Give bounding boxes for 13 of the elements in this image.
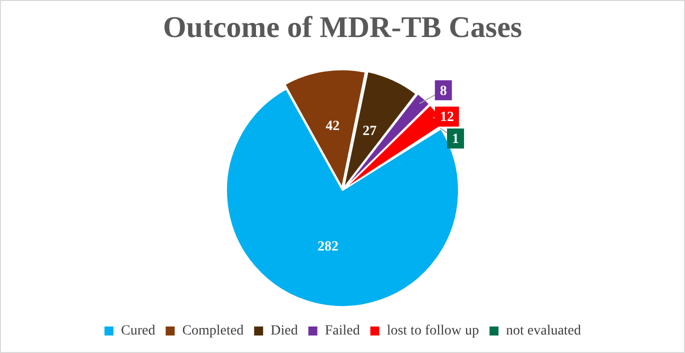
data-label: 12	[440, 110, 454, 126]
data-label: 27	[362, 124, 377, 140]
data-label: 42	[326, 118, 340, 134]
data-label: 282	[318, 239, 339, 254]
legend-label: Completed	[182, 324, 244, 339]
legend-label: Cured	[120, 324, 156, 339]
data-label: 1	[452, 132, 460, 148]
data-label: 8	[440, 84, 447, 99]
legend-label: not evaluated	[506, 324, 582, 339]
legend-label: lost to follow up	[386, 324, 480, 339]
legend-label: Died	[270, 324, 298, 339]
legend-label: Failed	[324, 324, 360, 339]
chart-title: Outcome of MDR-TB Cases	[162, 10, 522, 44]
